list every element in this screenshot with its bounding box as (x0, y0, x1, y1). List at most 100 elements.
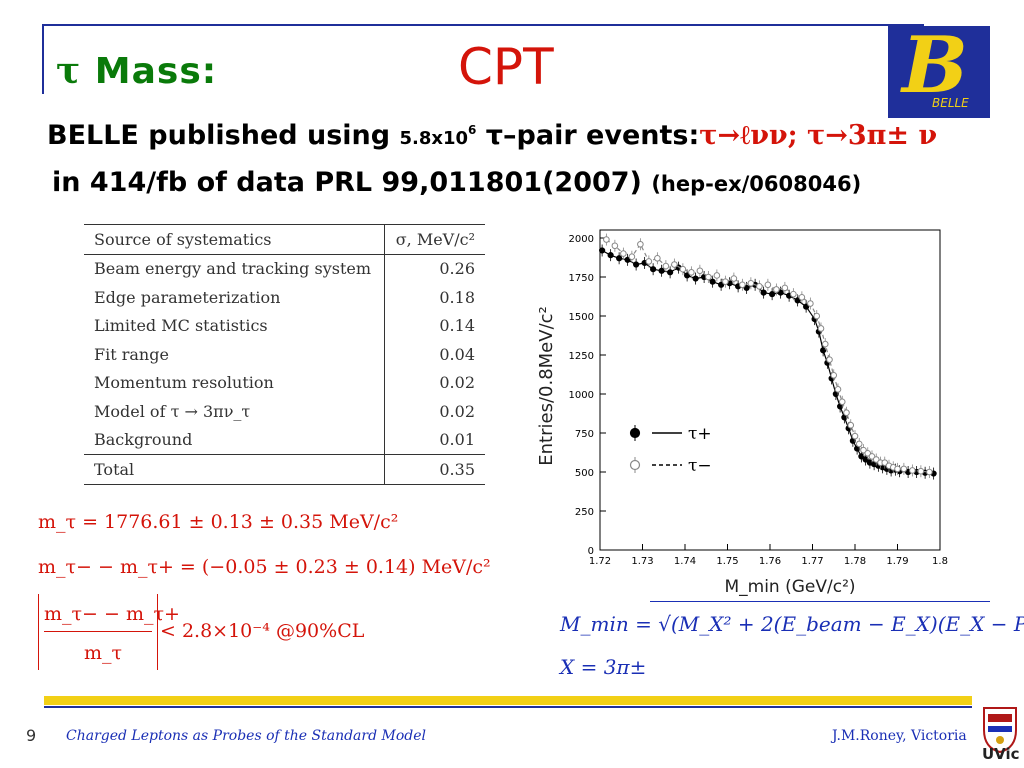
footer-title: Charged Leptons as Probes of the Standar… (66, 728, 427, 744)
table-total-row: Total 0.35 (84, 454, 485, 485)
line1-mid: τ–pair events: (476, 120, 700, 151)
table-header-source: Source of systematics (84, 224, 385, 255)
formula-ratio-denominator: m_τ (84, 642, 123, 664)
data-point-tau-plus (667, 269, 674, 276)
legend-label-tau-plus: τ+ (688, 424, 712, 444)
table-row: Momentum resolution 0.02 (84, 368, 485, 397)
systematics-table: Source of systematics σ, MeV/c² Beam ene… (84, 224, 485, 485)
formula-ratio-abs-bars (38, 594, 158, 670)
y-tick-label: 1250 (569, 351, 594, 362)
data-point-tau-minus (813, 312, 821, 320)
data-point-tau-plus (624, 256, 631, 263)
data-point-tau-minus (688, 269, 695, 276)
data-point-tau-minus (764, 281, 772, 289)
data-point-tau-minus (645, 258, 653, 265)
y-tick-label: 1000 (569, 390, 594, 401)
uvic-label: UVic (982, 745, 1020, 763)
x-tick-label: 1.78 (844, 556, 866, 567)
formula-ratio-limit: < 2.8×10⁻⁴ @90%CL (160, 620, 365, 642)
x-tick-label: 1.77 (801, 556, 823, 567)
data-point-tau-minus (713, 272, 721, 279)
table-header-sigma: σ, MeV/c² (384, 224, 485, 255)
x-tick-label: 1.75 (716, 556, 738, 567)
data-point-tau-plus (658, 267, 665, 274)
data-point-tau-minus (834, 386, 842, 393)
data-point-tau-minus (628, 253, 636, 261)
y-axis-label: Entries/0.8MeV/c² (536, 306, 557, 465)
data-point-tau-minus (894, 465, 901, 473)
table-cell: Total (84, 454, 385, 485)
data-point-tau-minus (781, 284, 789, 292)
data-point-tau-minus (773, 286, 780, 293)
data-point-tau-minus (790, 290, 797, 298)
data-point-tau-minus (826, 356, 833, 363)
data-point-tau-plus (777, 289, 784, 296)
data-point-tau-minus (696, 267, 704, 275)
data-point-tau-minus (881, 459, 889, 466)
belle-logo-letter: B (902, 20, 968, 111)
x-tick-label: 1.72 (589, 556, 611, 567)
data-point-tau-minus (847, 421, 855, 429)
data-point-tau-plus (684, 272, 691, 279)
y-tick-label: 750 (575, 429, 594, 440)
data-point-tau-minus (860, 446, 867, 454)
table-cell: 0.02 (384, 368, 485, 397)
table-row: Edge parameterization 0.18 (84, 283, 485, 312)
y-tick-label: 0 (588, 546, 594, 557)
title-text: Mass: (94, 51, 218, 92)
data-point-tau-plus (599, 247, 606, 254)
data-point-tau-minus (900, 465, 908, 473)
title-cpt: CPT (458, 38, 554, 96)
data-point-tau-minus (843, 409, 850, 417)
data-point-tau-minus (603, 236, 610, 243)
table-row: Beam energy and tracking system 0.26 (84, 254, 485, 283)
table-row: Fit range 0.04 (84, 340, 485, 369)
legend-marker-tau-minus (629, 459, 641, 471)
data-point-tau-plus (794, 297, 801, 304)
header-rule-left (42, 24, 44, 94)
data-point-tau-minus (747, 279, 755, 287)
line2-text: in 414/fb of data PRL 99,011801(2007) (52, 167, 652, 198)
belle-logo-label: BELLE (932, 96, 969, 110)
table-cell: 0.35 (384, 454, 485, 485)
data-point-tau-plus (803, 303, 810, 310)
footer-author: J.M.Roney, Victoria (832, 728, 967, 744)
y-tick-label: 2000 (569, 234, 594, 245)
belle-logo: B BELLE (888, 20, 990, 118)
data-point-tau-plus (769, 291, 776, 298)
formula-mass: m_τ = 1776.61 ± 0.13 ± 0.35 MeV/c² (38, 511, 399, 533)
slide-title: τ Mass: (56, 50, 217, 92)
data-point-tau-minus (620, 250, 627, 257)
table-cell: Beam energy and tracking system (94, 259, 372, 279)
data-point-tau-minus (705, 273, 712, 281)
data-point-tau-plus (709, 278, 716, 285)
data-point-tau-minus (739, 281, 746, 289)
data-point-tau-minus (679, 265, 687, 273)
data-point-tau-plus (633, 261, 640, 268)
data-point-tau-minus (817, 325, 825, 332)
data-point-tau-minus (909, 467, 916, 474)
table-row: Background 0.01 (84, 425, 485, 455)
line1-exp: 6 (468, 123, 477, 137)
table-header-row: Source of systematics σ, MeV/c² (84, 224, 485, 255)
line1-decays: τ→ℓνν; τ→3π± ν (699, 120, 938, 151)
x-tick-label: 1.79 (886, 556, 908, 567)
data-point-tau-plus (692, 275, 699, 282)
data-point-tau-minus (838, 398, 846, 406)
data-point-tau-plus (650, 266, 657, 273)
x-tick-label: 1.73 (631, 556, 653, 567)
data-point-tau-plus (743, 284, 750, 292)
y-tick-label: 1500 (569, 312, 594, 323)
data-point-tau-minus (830, 371, 838, 379)
data-point-tau-minus (798, 293, 806, 301)
data-point-tau-minus (821, 340, 829, 348)
table-cell: 0.02 (384, 397, 485, 426)
subtitle-line-2: in 414/fb of data PRL 99,011801(2007) (h… (52, 167, 861, 198)
table-cell: 0.18 (384, 283, 485, 312)
data-point-tau-minus (872, 456, 880, 463)
header-rule-top (42, 24, 924, 26)
subtitle-line-1: BELLE published using 5.8x106 τ–pair eve… (47, 120, 937, 151)
formula-mass-diff: m_τ− − m_τ+ = (−0.05 ± 0.23 ± 0.14) MeV/… (38, 556, 491, 578)
line2-ref: (hep-ex/0608046) (651, 172, 862, 196)
formula-mmin: M_min = √(M_X² + 2(E_beam − E_X)(E_X − P… (560, 612, 1024, 636)
